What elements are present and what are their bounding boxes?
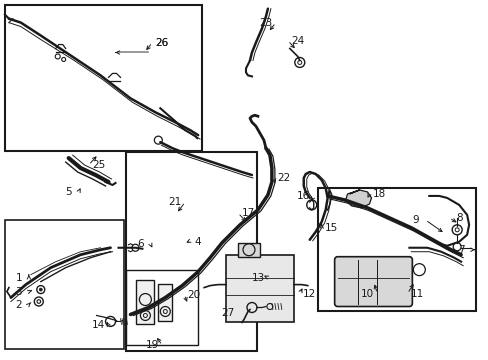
Text: 21: 21 (168, 197, 182, 207)
Text: 19: 19 (145, 340, 159, 350)
Text: 7: 7 (457, 245, 464, 255)
Bar (136, 280, 154, 324)
Bar (126, 270, 198, 345)
Bar (225, 255, 293, 323)
Text: 26: 26 (155, 37, 168, 48)
Text: 13: 13 (251, 273, 264, 283)
Text: 8: 8 (455, 213, 462, 223)
Text: 27: 27 (221, 309, 234, 319)
Text: 14: 14 (92, 320, 105, 330)
FancyBboxPatch shape (334, 257, 411, 306)
Bar (158, 284, 172, 321)
Text: 25: 25 (92, 160, 105, 170)
Text: 3: 3 (16, 287, 22, 297)
Text: 11: 11 (410, 289, 423, 298)
Text: 26: 26 (155, 37, 168, 48)
Text: 9: 9 (411, 215, 418, 225)
Text: 4: 4 (195, 237, 201, 247)
Text: 17: 17 (241, 208, 254, 218)
Circle shape (39, 288, 42, 291)
Text: 2: 2 (16, 300, 22, 310)
Polygon shape (345, 190, 371, 208)
Bar (238, 243, 260, 257)
Text: 18: 18 (372, 189, 386, 199)
Bar (126, 152, 256, 351)
Text: 22: 22 (277, 173, 290, 183)
Text: 20: 20 (187, 289, 201, 300)
Bar (5, 220, 124, 349)
Text: 15: 15 (325, 223, 338, 233)
Text: 16: 16 (297, 191, 310, 201)
Bar (5, 5, 202, 151)
Text: 1: 1 (16, 273, 22, 283)
Text: 23: 23 (259, 18, 272, 28)
Bar (317, 188, 475, 311)
Text: 6: 6 (137, 239, 143, 249)
Text: 5: 5 (65, 187, 72, 197)
Text: 12: 12 (303, 289, 316, 298)
Text: 24: 24 (290, 36, 304, 46)
Text: 10: 10 (360, 289, 373, 298)
